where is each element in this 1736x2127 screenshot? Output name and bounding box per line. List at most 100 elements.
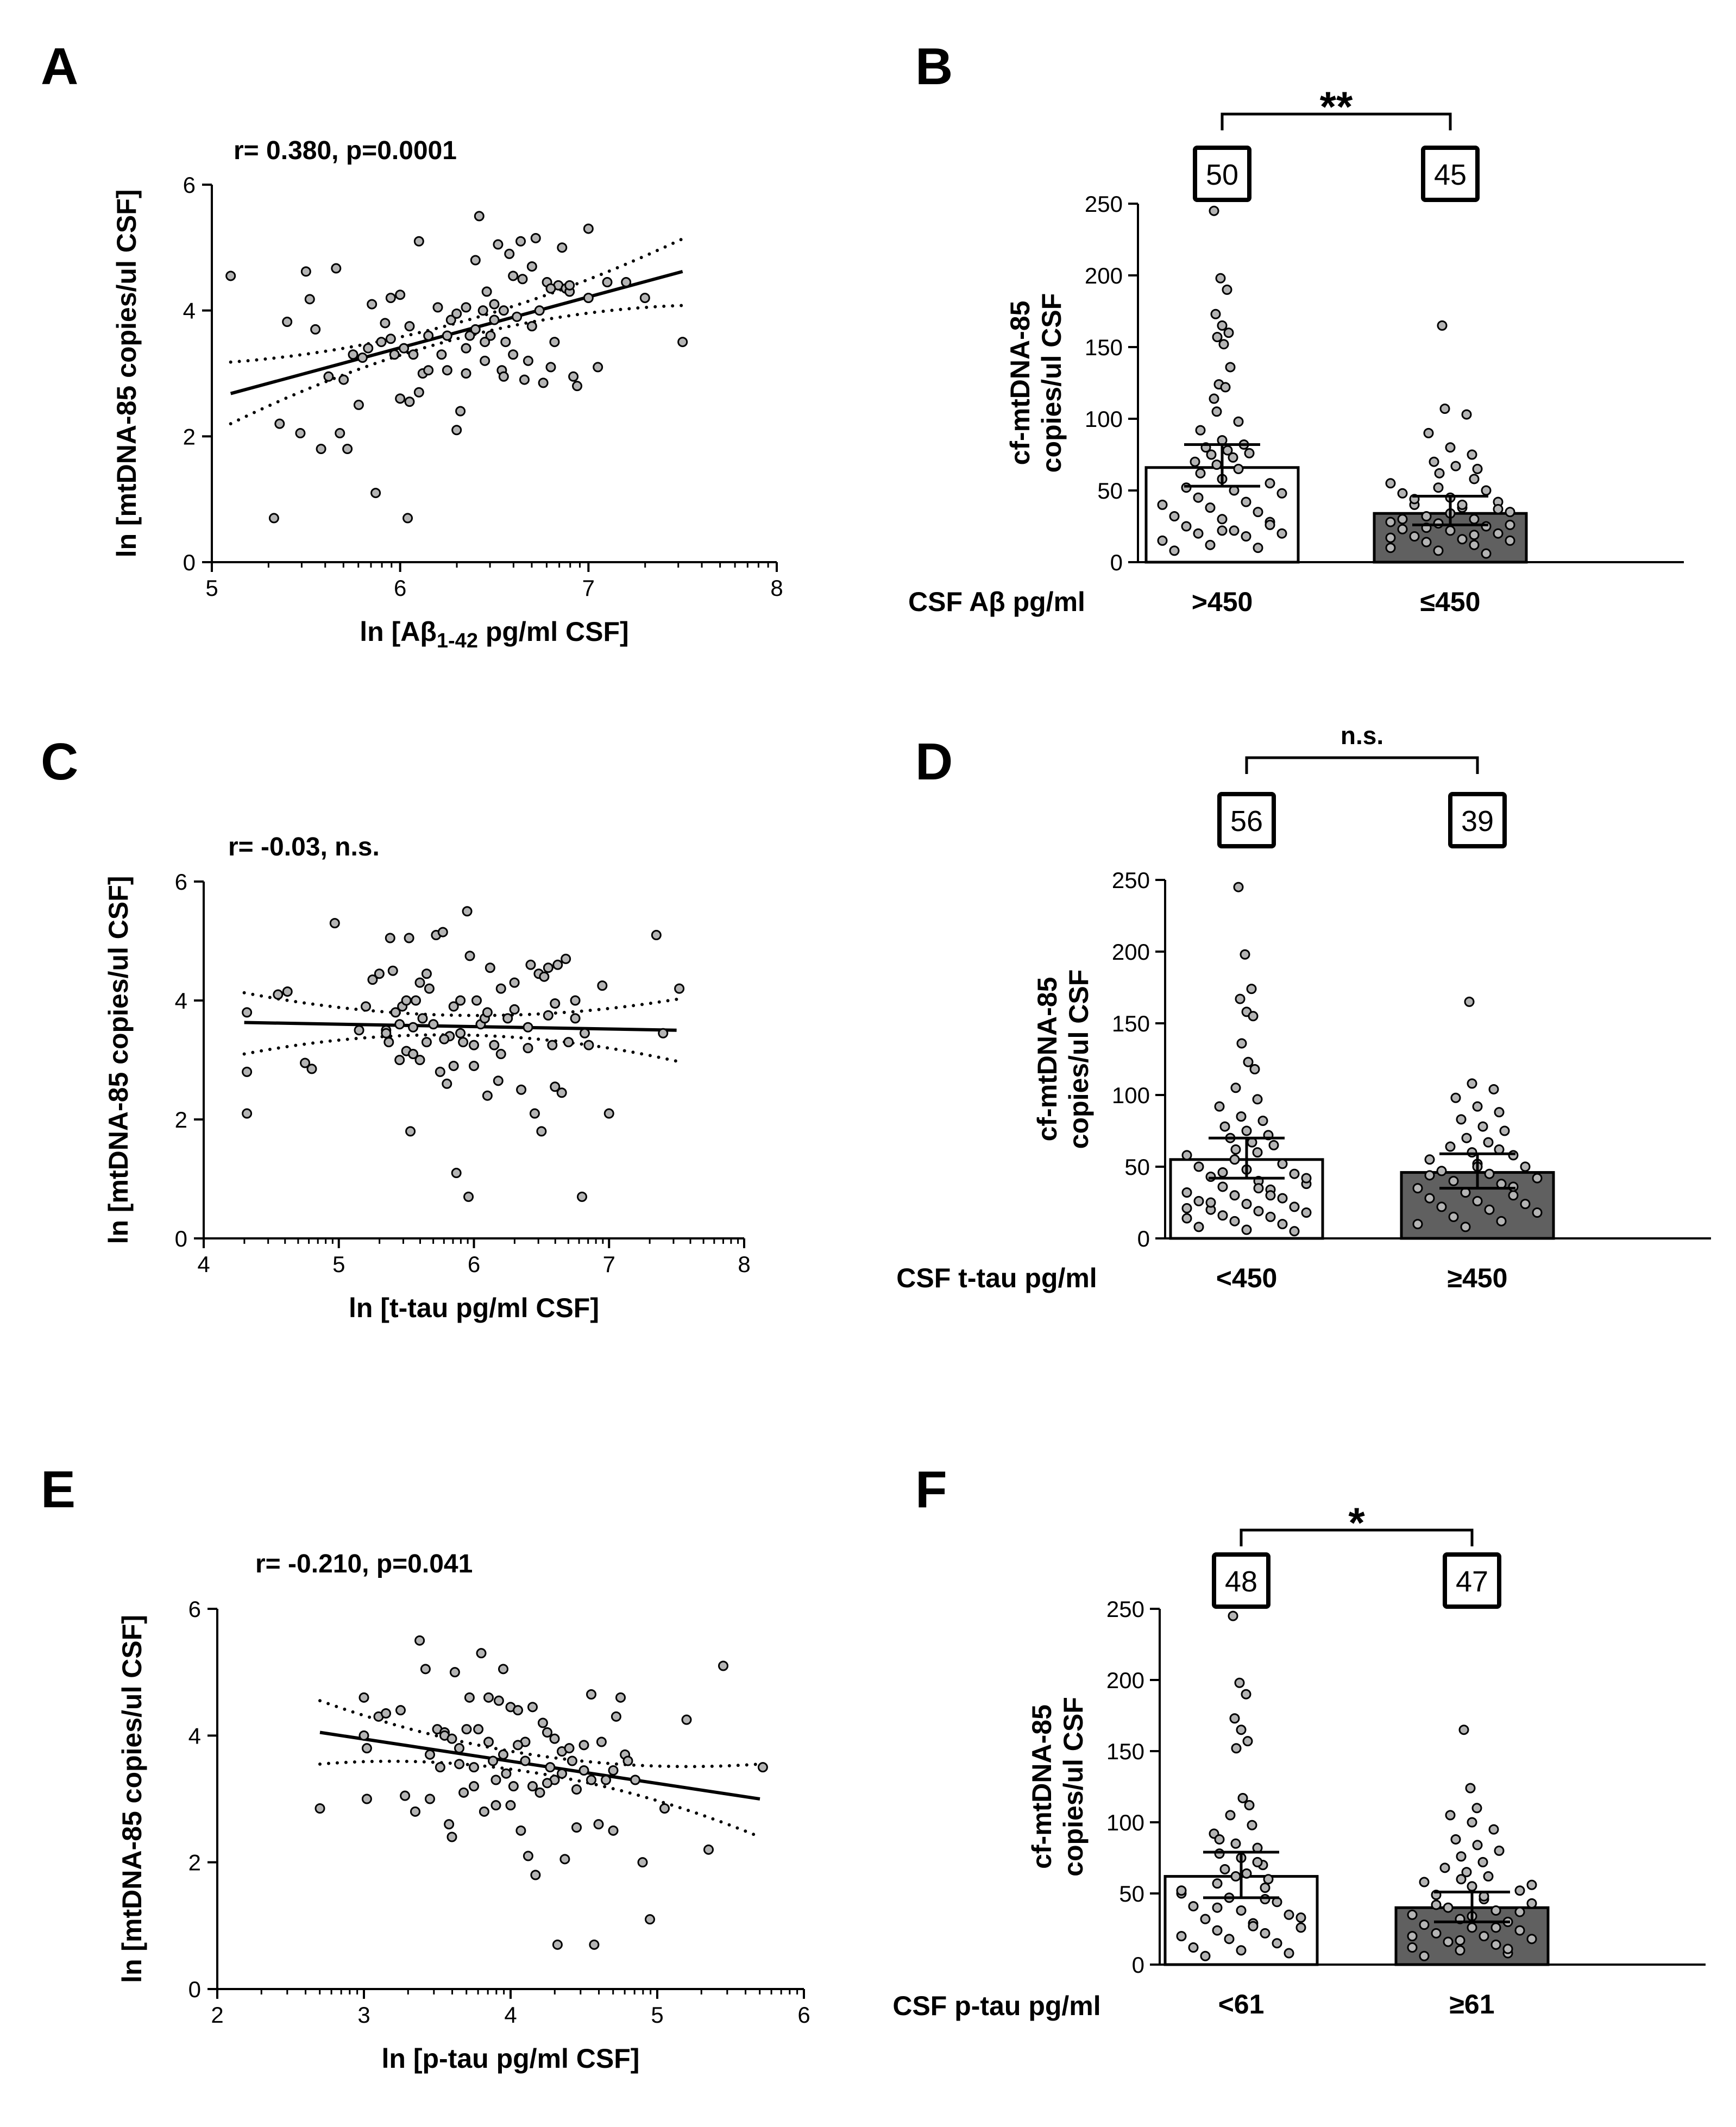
panel-d: D 0 50 100 150 200 250 cf-mtDNA-85 copies/ul CSF…	[896, 721, 1711, 1293]
data-point	[1193, 1195, 1204, 1206]
data-point	[1433, 518, 1444, 529]
data-point	[1218, 339, 1229, 350]
data-point	[1488, 1084, 1499, 1094]
data-point	[1456, 1851, 1467, 1862]
panel-c: Cr= -0.03, n.s. 0 2 4 6 4 5 6 7 8 ln [t-tau pg/ml …	[41, 733, 751, 1323]
data-point	[464, 1692, 475, 1703]
data-point	[1205, 1171, 1216, 1182]
y-tick-label: 6	[188, 1596, 201, 1622]
data-point	[1237, 1792, 1248, 1803]
significance-bracket	[1240, 1528, 1474, 1546]
data-point	[310, 324, 321, 335]
data-point	[504, 248, 515, 259]
data-point	[1217, 1210, 1228, 1221]
y-tick-label: 50	[1119, 1881, 1144, 1906]
data-point	[1484, 1168, 1495, 1179]
data-point	[1467, 1078, 1477, 1089]
data-point	[442, 1078, 452, 1089]
data-point	[1483, 1137, 1494, 1148]
ci-lower-band	[229, 304, 684, 426]
data-point	[1253, 507, 1263, 518]
data-point	[1188, 1942, 1199, 1953]
x-tick-label: 7	[603, 1251, 615, 1277]
category-label: <450	[1216, 1263, 1278, 1293]
data-point	[1409, 531, 1420, 542]
data-point	[1233, 416, 1244, 427]
group-title: CSF t-tau pg/ml	[896, 1263, 1097, 1293]
data-point	[520, 1755, 531, 1766]
data-point	[1532, 1207, 1543, 1218]
data-point	[583, 293, 594, 303]
data-point	[542, 1727, 552, 1738]
data-point	[1253, 1183, 1264, 1194]
data-point	[400, 1790, 411, 1801]
data-point	[395, 393, 406, 404]
data-point	[545, 283, 556, 294]
data-point	[1421, 537, 1432, 548]
y-axis-label-line: copies/ul CSF	[1064, 970, 1094, 1149]
x-axis-label-main: ln [t-tau pg/ml CSF]	[349, 1293, 599, 1323]
y-tick-label: 150	[1085, 335, 1123, 360]
data-point	[1253, 1206, 1264, 1217]
data-point	[508, 349, 519, 360]
data-point	[1190, 456, 1200, 467]
data-point	[1436, 1201, 1447, 1212]
data-point	[1424, 1193, 1435, 1204]
data-point	[376, 337, 387, 348]
data-point	[1277, 1193, 1288, 1204]
data-point	[1423, 427, 1434, 438]
x-tick-label: 4	[197, 1251, 210, 1277]
data-point	[568, 371, 579, 382]
data-point	[1223, 328, 1234, 338]
data-point	[374, 968, 385, 979]
data-point	[1195, 468, 1206, 479]
significance-bracket	[1245, 756, 1479, 774]
data-point	[423, 365, 434, 376]
data-point	[1477, 1857, 1488, 1867]
panel-a: Ar= 0.380, p=0.0001 0 2 4 6 5 6 7 8 ln [Aβ1-42 pg…	[41, 37, 783, 652]
data-point	[1209, 393, 1219, 404]
y-axis-label: ln [mtDNA-85 copies/ul CSF]	[117, 1615, 147, 1983]
data-point	[490, 1800, 501, 1811]
data-point	[274, 418, 285, 429]
data-point	[435, 1762, 445, 1773]
data-point	[1276, 488, 1287, 499]
data-point	[1424, 1154, 1435, 1165]
data-point	[425, 1794, 435, 1804]
data-point	[1241, 531, 1251, 542]
data-point	[420, 1664, 431, 1675]
data-point	[436, 349, 447, 360]
data-point	[1211, 406, 1222, 417]
data-point	[442, 330, 452, 341]
data-point	[455, 1028, 466, 1039]
data-point	[479, 1806, 489, 1817]
data-point	[1241, 1224, 1252, 1235]
data-point	[515, 236, 526, 247]
data-point	[1407, 1909, 1418, 1920]
data-point	[547, 1040, 558, 1050]
ci-upper-band	[318, 1699, 762, 1769]
data-point	[1241, 1125, 1252, 1136]
data-point	[1260, 1883, 1270, 1893]
data-point	[601, 1774, 611, 1785]
data-point	[570, 995, 581, 1006]
data-point	[564, 280, 575, 291]
data-point	[1225, 1810, 1236, 1821]
data-point	[489, 1040, 500, 1050]
y-tick-label: 250	[1112, 867, 1150, 893]
data-point	[539, 971, 550, 982]
data-point	[1424, 1170, 1435, 1181]
x-tick-label: 8	[770, 575, 783, 601]
data-point	[1434, 468, 1445, 479]
data-point	[1421, 511, 1432, 522]
data-point	[395, 290, 406, 300]
category-label: ≥450	[1448, 1263, 1508, 1293]
significance-label: *	[1348, 1499, 1365, 1546]
data-point	[1236, 1945, 1247, 1956]
data-point	[306, 1064, 317, 1074]
data-point	[1240, 949, 1250, 960]
data-point	[563, 1037, 574, 1048]
data-point	[1157, 535, 1168, 546]
data-point	[315, 1803, 325, 1814]
data-point	[498, 305, 509, 316]
